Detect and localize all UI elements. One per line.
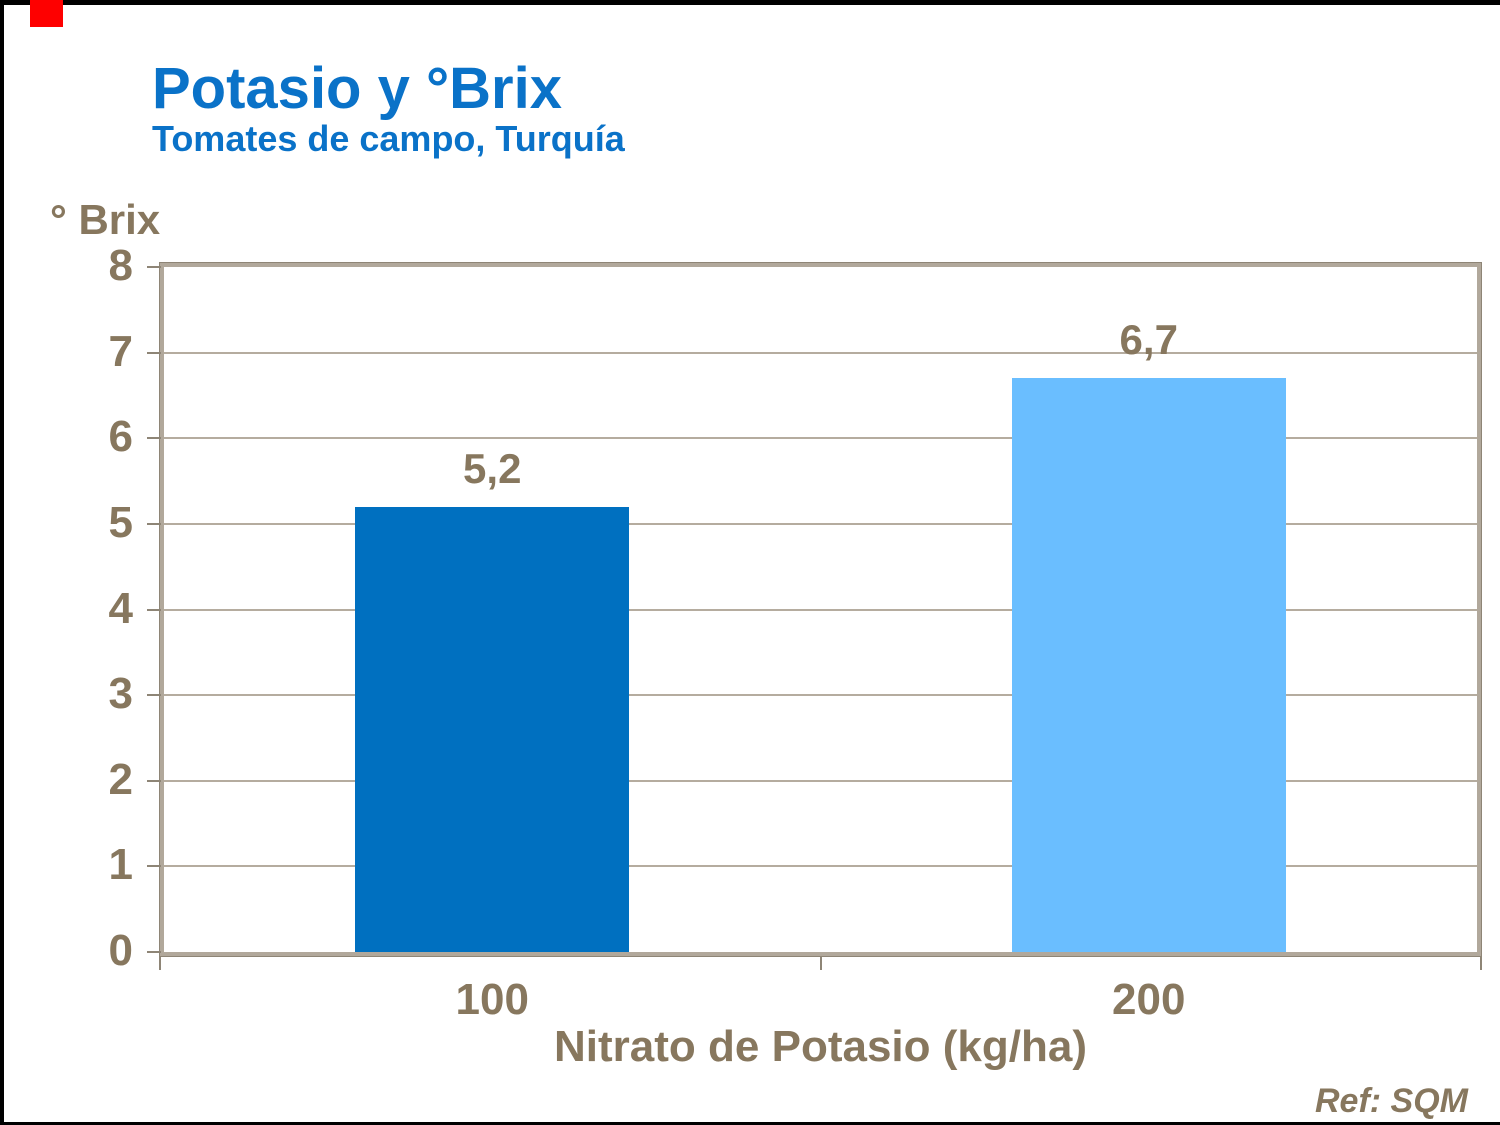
plot-area: [160, 263, 1481, 956]
red-accent-mark: [30, 0, 63, 27]
y-tick-label-6: 6: [108, 412, 133, 462]
slide-border-top: [0, 0, 1500, 5]
gridline-y-6: [164, 437, 1477, 440]
y-axis-title: ° Brix: [50, 196, 161, 243]
slide-border-left: [0, 0, 4, 1125]
y-tick-label-4: 4: [108, 583, 133, 633]
x-tick-mark-0: [159, 956, 161, 970]
x-axis-title: Nitrato de Potasio (kg/ha): [554, 1022, 1087, 1071]
y-tick-mark-6: [147, 437, 161, 440]
y-tick-label-5: 5: [108, 497, 133, 547]
x-tick-mark-1: [819, 956, 822, 970]
category-label-100: 100: [455, 975, 529, 1024]
y-tick-mark-8: [147, 266, 161, 268]
y-tick-mark-2: [147, 779, 161, 782]
y-tick-label-2: 2: [108, 754, 133, 804]
gridline-y-3: [164, 694, 1477, 697]
y-tick-label-0: 0: [108, 926, 133, 975]
slide-border-bottom: [0, 1122, 1500, 1125]
y-tick-mark-1: [147, 865, 161, 868]
value-label-200: 6,7: [1119, 316, 1178, 364]
bar-100: [355, 506, 630, 952]
gridline-y-7: [164, 351, 1477, 354]
y-tick-mark-5: [147, 522, 161, 525]
gridline-y-2: [164, 779, 1477, 782]
chart-subtitle: Tomates de campo, Turquía: [152, 118, 625, 159]
y-tick-label-1: 1: [108, 840, 133, 890]
gridline-y-1: [164, 865, 1477, 868]
y-tick-label-8: 8: [108, 241, 133, 290]
gridline-y-4: [164, 608, 1477, 611]
value-label-100: 5,2: [463, 444, 522, 492]
bar-200: [1011, 378, 1286, 952]
y-tick-mark-3: [147, 694, 161, 697]
x-tick-mark-2: [1480, 956, 1482, 970]
category-label-200: 200: [1112, 975, 1186, 1024]
y-tick-label-7: 7: [108, 326, 133, 376]
y-tick-mark-0: [147, 951, 161, 953]
y-tick-label-3: 3: [108, 669, 133, 719]
gridline-y-5: [164, 522, 1477, 525]
chart-title: Potasio y °Brix: [152, 56, 562, 121]
y-tick-mark-4: [147, 608, 161, 611]
reference-label: Ref: SQM: [1315, 1082, 1468, 1120]
y-tick-mark-7: [147, 351, 161, 354]
